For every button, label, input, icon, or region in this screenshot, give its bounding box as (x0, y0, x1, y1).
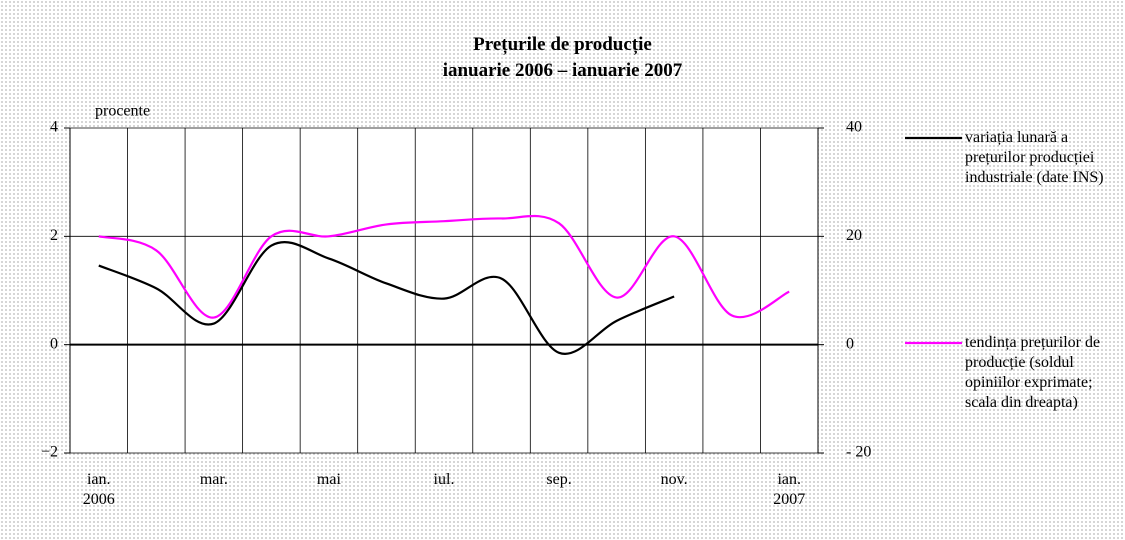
y-tick-label: 0 (50, 335, 58, 352)
y-tick-label: 4 (50, 119, 58, 136)
x-tick-label: ian. 2006 (82, 471, 115, 508)
y-tick-label: 2 (50, 227, 58, 244)
series-line (98, 214, 790, 319)
x-tick-label: sep. (546, 471, 572, 488)
x-tick-label: iul. (433, 471, 455, 488)
y-axis-label: procente (95, 103, 150, 120)
plot-area (70, 128, 818, 453)
chart-title: Prețurile de producție (473, 34, 652, 55)
y2-tick-label: 0 (846, 335, 854, 352)
x-tick-label: nov. (660, 471, 688, 488)
x-tick-label: mar. (199, 471, 228, 488)
x-tick-label: ian. 2007 (773, 471, 806, 508)
x-tick-label: mai (316, 471, 341, 488)
series-line (98, 240, 675, 355)
y-tick-label: −2 (41, 444, 58, 461)
chart-subtitle: ianuarie 2006 – ianuarie 2007 (442, 60, 683, 81)
y2-tick-label: - 20 (846, 444, 871, 461)
y2-tick-label: 20 (846, 227, 862, 244)
y2-tick-label: 40 (846, 119, 862, 136)
legend-label: variația lunară a prețurilor producției … (965, 129, 1104, 186)
legend-label: tendința prețurilor de producție (soldul… (965, 334, 1101, 411)
chart-title-block: Prețurile de producție ianuarie 2006 – i… (0, 32, 1125, 84)
